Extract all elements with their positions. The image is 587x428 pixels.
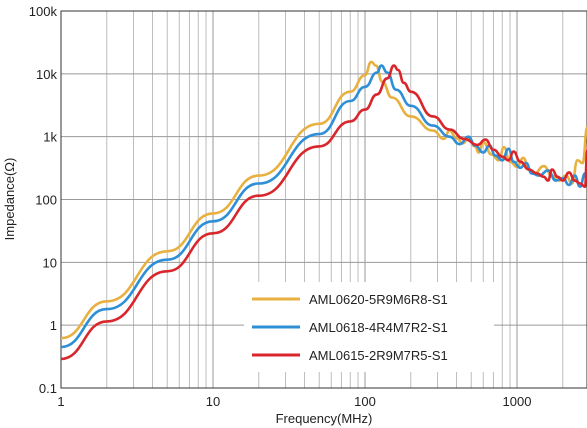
legend: AML0620-5R9M6R8-S1 AML0618-4R4M7R2-S1 AML0…: [244, 282, 494, 372]
y-tick-label: 1k: [43, 130, 57, 145]
x-tick-labels: 1 10 100 1000: [57, 394, 531, 409]
plot-area: [60, 10, 587, 389]
y-tick-label: 0.1: [39, 381, 57, 396]
legend-label: AML0618-4R4M7R2-S1: [309, 320, 448, 335]
y-tick-label: 10: [43, 255, 57, 270]
series-layer: [61, 60, 587, 361]
x-tick-label: 10: [206, 394, 220, 409]
y-tick-label: 10k: [36, 67, 57, 82]
x-tick-label: 1000: [503, 394, 532, 409]
series-line-1: [61, 60, 587, 340]
x-axis-label: Frequency(MHz): [276, 411, 373, 426]
series-line-3: [61, 64, 587, 361]
y-tick-label: 100k: [29, 4, 58, 19]
y-tick-labels: 0.1 1 10 100 1k 10k 100k: [29, 4, 58, 396]
x-tick-label: 1: [57, 394, 64, 409]
y-axis-label: Impedance(Ω): [2, 158, 17, 241]
x-tick-label: 100: [354, 394, 376, 409]
y-tick-label: 100: [35, 193, 57, 208]
legend-label: AML0620-5R9M6R8-S1: [309, 292, 448, 307]
legend-label: AML0615-2R9M7R5-S1: [309, 348, 448, 363]
y-tick-label: 1: [50, 318, 57, 333]
